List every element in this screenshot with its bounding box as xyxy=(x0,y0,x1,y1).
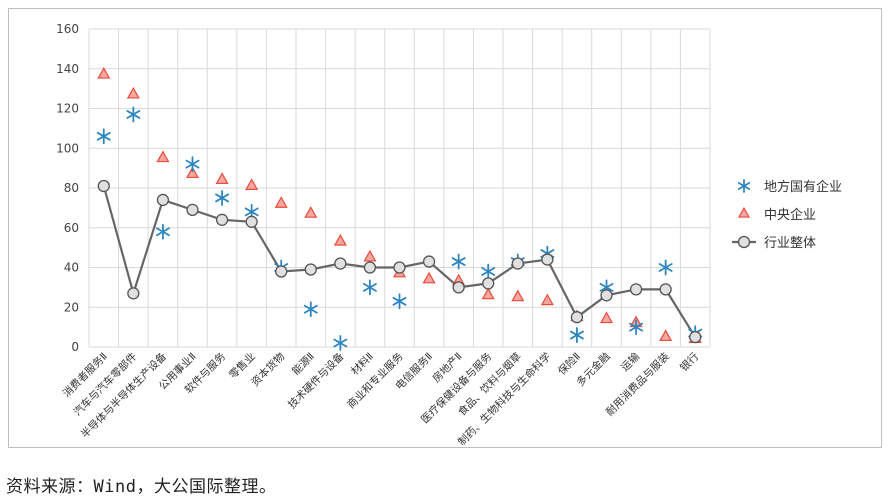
local-soe-point xyxy=(569,327,584,343)
total-point xyxy=(127,287,140,300)
total-point xyxy=(482,277,495,290)
source-note: 资料来源：Wind，大公国际整理。 xyxy=(6,477,277,497)
central-soe-point xyxy=(245,178,259,190)
local-soe-point xyxy=(658,259,673,276)
y-tick-label: 160 xyxy=(56,22,79,36)
total-point xyxy=(511,257,524,270)
total-point xyxy=(689,330,702,344)
x-category-label: 运输 xyxy=(618,350,642,374)
total-point xyxy=(659,283,672,296)
total-point xyxy=(334,257,347,270)
central-soe-point xyxy=(185,166,200,179)
x-category-label: 保险Ⅱ xyxy=(555,350,583,378)
total-point xyxy=(275,265,288,278)
legend-label: 地方国有企业 xyxy=(764,179,842,195)
y-tick-label: 40 xyxy=(64,261,79,275)
central-soe-point xyxy=(126,86,140,99)
total-point xyxy=(393,261,406,274)
x-category-label: 材料Ⅱ xyxy=(348,350,376,378)
central-soe-point xyxy=(156,150,170,163)
central-soe-point xyxy=(540,293,554,306)
local-soe-point xyxy=(362,279,377,296)
central-soe-point xyxy=(659,329,673,342)
y-tick-label: 60 xyxy=(64,221,79,235)
local-soe-point xyxy=(215,190,230,206)
total-point xyxy=(452,281,465,294)
total-point xyxy=(97,179,110,193)
local-soe-point xyxy=(155,223,170,240)
x-category-label: 能源Ⅱ xyxy=(289,350,317,378)
central-soe-point xyxy=(274,196,288,208)
total-point xyxy=(245,215,258,228)
local-soe-point xyxy=(185,156,200,173)
local-soe-point xyxy=(303,301,318,318)
central-soe-point xyxy=(422,271,436,284)
local-soe-point xyxy=(481,263,496,280)
total-point xyxy=(629,283,643,296)
total-point xyxy=(600,289,613,302)
central-soe-point xyxy=(97,66,111,79)
total-point xyxy=(541,253,554,266)
central-soe-point xyxy=(599,311,614,324)
total-point xyxy=(304,263,317,276)
y-tick-label: 20 xyxy=(64,300,79,314)
central-soe-point xyxy=(333,233,347,246)
local-soe-point xyxy=(96,128,111,145)
central-soe-point xyxy=(481,287,495,300)
legend-label: 行业整体 xyxy=(764,236,816,251)
total-point xyxy=(215,213,229,226)
total-point xyxy=(156,193,170,207)
chart-svg: 020406080100120140160消费者服务Ⅱ汽车与汽车零部件半导体与半… xyxy=(56,22,842,447)
legend-label: 中央企业 xyxy=(764,207,816,223)
local-soe-point xyxy=(333,335,348,351)
legend-local-soe-icon xyxy=(737,179,751,193)
total-point xyxy=(363,261,377,274)
central-soe-point xyxy=(511,289,525,302)
central-soe-point xyxy=(215,172,229,185)
local-soe-point xyxy=(629,319,644,336)
local-soe-point xyxy=(392,293,407,310)
total-point xyxy=(186,203,199,217)
local-soe-point xyxy=(451,253,466,270)
y-tick-label: 0 xyxy=(71,340,79,354)
total-point xyxy=(570,311,584,324)
x-category-label: 多元金融 xyxy=(574,350,613,389)
y-tick-label: 100 xyxy=(56,141,79,155)
legend-total-circle-icon xyxy=(737,235,751,249)
local-soe-point xyxy=(126,106,141,123)
central-soe-point xyxy=(304,206,318,218)
y-tick-label: 120 xyxy=(56,102,79,116)
chart-frame: 0 20 40 60 80 100 120 140 160 消费者服务Ⅱ 汽车与汽车零部件 半导体与半… xyxy=(8,8,882,448)
y-tick-label: 140 xyxy=(56,62,79,76)
y-tick-label: 80 xyxy=(64,181,79,195)
central-soe-point xyxy=(363,249,377,262)
legend-central-soe-icon xyxy=(737,206,751,218)
total-point xyxy=(422,255,436,268)
x-category-label: 银行 xyxy=(677,350,701,374)
